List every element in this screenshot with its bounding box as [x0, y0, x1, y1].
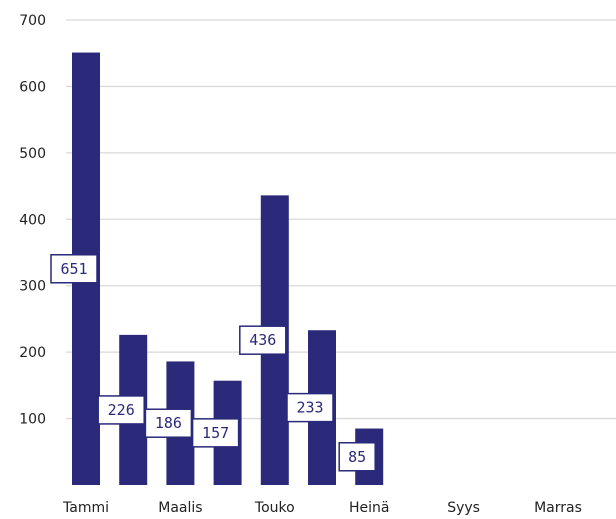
x-tick-label: Maalis [158, 500, 202, 516]
y-tick-label: 700 [19, 13, 46, 29]
x-tick-label: Tammi [62, 500, 109, 516]
y-tick-label: 600 [19, 79, 46, 95]
x-axis-tick-labels: Tammi Maalis Touko Heinä Syys Marras [62, 500, 582, 516]
y-tick-label: 400 [19, 212, 46, 228]
data-label-box [239, 325, 287, 355]
gridlines [66, 19, 616, 420]
data-label: 226 [108, 401, 135, 419]
data-label-box [338, 442, 376, 472]
data-label-box [50, 254, 98, 284]
data-label: 436 [249, 331, 276, 349]
x-tick-label: Marras [534, 500, 582, 516]
data-label: 651 [60, 260, 87, 278]
data-label: 186 [155, 414, 182, 432]
x-tick-label: Syys [447, 500, 480, 516]
x-tick-label: Touko [254, 500, 295, 516]
y-tick-label: 300 [19, 279, 46, 295]
data-label-box [144, 408, 193, 438]
data-label-box [286, 392, 334, 423]
y-tick-label: 500 [19, 146, 46, 162]
y-tick-label: 100 [19, 412, 46, 428]
data-label: 157 [202, 424, 229, 442]
y-tick-label: 200 [19, 345, 46, 361]
data-label-box [191, 418, 240, 448]
data-label-box [97, 395, 145, 425]
data-labels: 651 226 186 157 436 233 85 [50, 254, 376, 472]
data-label: 85 [348, 448, 366, 466]
data-label: 233 [296, 399, 323, 417]
y-axis-tick-labels: 100 200 300 400 500 600 700 [19, 13, 46, 428]
x-tick-label: Heinä [349, 500, 389, 516]
